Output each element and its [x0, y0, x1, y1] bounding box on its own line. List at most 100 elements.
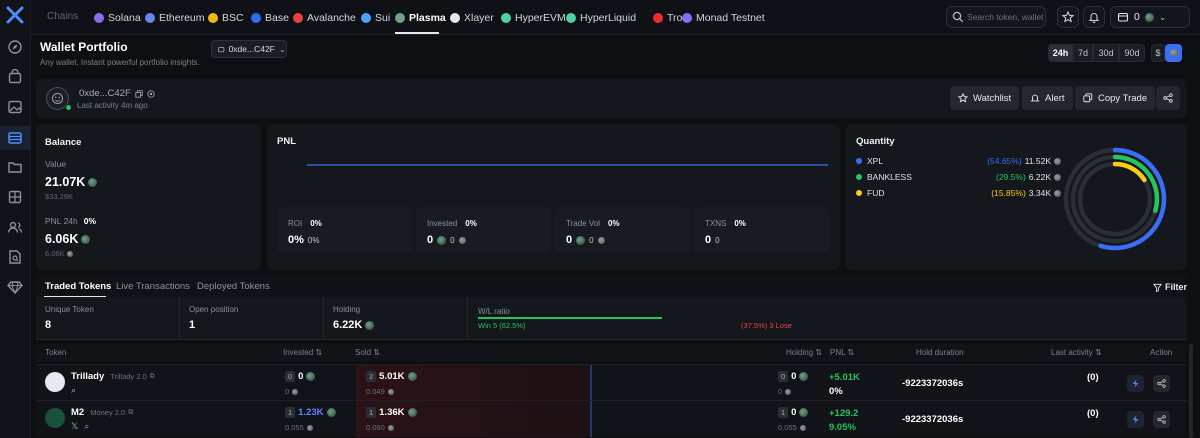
share-button[interactable] [1153, 375, 1170, 392]
chain-tab-base[interactable]: Base [251, 10, 289, 26]
chain-tab-label: Ethereum [159, 12, 205, 24]
users-icon[interactable] [7, 219, 23, 235]
th-invested[interactable]: Invested ⇅ [283, 348, 323, 357]
app-logo-icon[interactable] [6, 6, 24, 24]
coin-icon [597, 236, 605, 244]
pnl-stat-pct: 0% [310, 219, 322, 228]
tab-live-transactions[interactable]: Live Transactions [116, 281, 190, 292]
legend-pct: (15.85%) [991, 188, 1026, 198]
search-icon[interactable]: ⌕ [84, 421, 90, 431]
currency-native-button[interactable] [1165, 44, 1182, 62]
plasma-coin-icon [576, 235, 586, 245]
star-button[interactable] [1057, 6, 1079, 28]
chain-tab-hyperevm[interactable]: HyperEVM [501, 10, 566, 26]
token-full-name: Trillady 2.0 [110, 372, 147, 381]
grid-icon[interactable] [7, 189, 23, 205]
chain-tab-avalanche[interactable]: Avalanche [293, 10, 356, 26]
quick-buy-button[interactable] [1127, 411, 1144, 428]
donut-arc-fud [1077, 161, 1153, 237]
timeframe-90d[interactable]: 90d [1119, 44, 1145, 62]
share-button[interactable] [1153, 411, 1170, 428]
table-scrollbar[interactable] [1189, 344, 1193, 438]
pnl-stat-values: 0% 0% [288, 234, 319, 246]
token-avatar [45, 408, 65, 428]
legend-pct: (29.5%) [996, 172, 1026, 182]
chain-tab-hyperliquid[interactable]: HyperLiquid [566, 10, 636, 26]
th-pnl[interactable]: PNL ⇅ [830, 348, 855, 357]
sold-count: 2 [366, 371, 377, 382]
folder-icon[interactable] [7, 159, 23, 175]
chain-tab-bsc[interactable]: BSC [208, 10, 244, 26]
sold-count: 1 [366, 407, 377, 418]
filter-icon [1153, 283, 1162, 292]
timeframe-30d[interactable]: 30d [1093, 44, 1119, 62]
token-links: 𝕏 ⌕ [71, 421, 89, 432]
chain-tab-label: Solana [108, 12, 141, 24]
chain-tab-sui[interactable]: Sui [361, 10, 390, 26]
image-icon[interactable] [7, 99, 23, 115]
diamond-icon[interactable] [7, 279, 23, 295]
timeframe-7d[interactable]: 7d [1073, 44, 1093, 62]
chain-tab-xlayer[interactable]: Xlayer [450, 10, 494, 26]
chain-tab-monad-testnet[interactable]: Monad Testnet [682, 10, 765, 26]
explorer-link-icon[interactable] [147, 89, 155, 98]
pnl-stat-pct: 0% [734, 219, 746, 228]
notifications-button[interactable] [1083, 6, 1105, 28]
document-search-icon[interactable] [7, 249, 23, 265]
column-divider [590, 401, 592, 437]
chain-tab-ethereum[interactable]: Ethereum [145, 10, 205, 26]
timeframe-24h[interactable]: 24h [1048, 44, 1073, 62]
table-row[interactable]: Trillady Trillady 2.0 ⧉ ⌕ 0 0 0 2 5.01K 0.049 0 0 0 +… [36, 364, 1187, 401]
chevron-down-icon: ⌄ [1158, 11, 1167, 22]
sold-cell: 2 5.01K [366, 371, 417, 382]
search-box[interactable]: Search token, wallet [946, 6, 1046, 28]
chain-tab-label: Xlayer [464, 12, 494, 24]
watchlist-button[interactable]: Watchlist [950, 86, 1020, 110]
coin-icon [292, 388, 299, 395]
compass-icon[interactable] [7, 39, 23, 55]
coin-icon [1054, 173, 1061, 181]
pnl-stat-trade-vol: Trade Vol 0% 0 0 [555, 207, 690, 253]
copy-icon [1083, 93, 1093, 103]
th-last-activity[interactable]: Last activity ⇅ [1051, 348, 1102, 357]
wallet-balance-button[interactable]: 0 ⌄ [1110, 6, 1190, 28]
copy-icon[interactable] [135, 89, 143, 98]
avalanche-icon [293, 13, 303, 23]
tab-traded-tokens[interactable]: Traded Tokens [45, 281, 112, 292]
wallet-icon[interactable] [7, 130, 23, 146]
filter-button[interactable]: Filter [1153, 282, 1187, 292]
cart-icon[interactable] [7, 69, 23, 85]
quick-buy-button[interactable] [1127, 375, 1144, 392]
chain-tab-plasma[interactable]: Plasma [395, 10, 446, 26]
coin-icon [306, 424, 313, 431]
x-social-icon[interactable]: 𝕏 [71, 421, 79, 431]
th-sold[interactable]: Sold ⇅ [355, 348, 380, 357]
token-name-cell[interactable]: Trillady Trillady 2.0 ⧉ [71, 371, 155, 382]
th-token[interactable]: Token [45, 348, 67, 357]
address-selector[interactable]: 0xde...C42F ⌄ [211, 40, 287, 58]
active-chain-underline [395, 32, 439, 34]
alert-button[interactable]: Alert [1022, 86, 1073, 110]
chain-tab-solana[interactable]: Solana [94, 10, 141, 26]
chain-tab-label: BSC [222, 12, 244, 24]
holding-label: Holding [333, 305, 361, 314]
copy-icon[interactable]: ⧉ [149, 372, 155, 380]
copy-icon[interactable]: ⧉ [128, 408, 134, 416]
legend-values: (54.65%) 11.52K [987, 156, 1061, 166]
table-row[interactable]: M2 Money 2.0 ⧉ 𝕏 ⌕ 1 1.23K 0.055 1 1.36K 0.060 1 0 0.… [36, 400, 1187, 437]
pnl-stat-txns: TXNS 0% 0 0 [694, 207, 829, 253]
tab-deployed-tokens[interactable]: Deployed Tokens [197, 281, 270, 292]
online-indicator [65, 104, 72, 111]
token-name-cell[interactable]: M2 Money 2.0 ⧉ [71, 407, 133, 418]
last-activity: Last activity 4m ago [77, 101, 148, 110]
search-icon[interactable]: ⌕ [71, 385, 77, 395]
plasma-coin-icon [365, 320, 375, 330]
copy-trade-button[interactable]: Copy Trade [1075, 86, 1156, 110]
th-holding[interactable]: Holding ⇅ [786, 348, 823, 357]
lightning-icon [1132, 379, 1139, 388]
share-button[interactable] [1156, 86, 1180, 110]
currency-usd-button[interactable]: $ [1151, 44, 1165, 62]
